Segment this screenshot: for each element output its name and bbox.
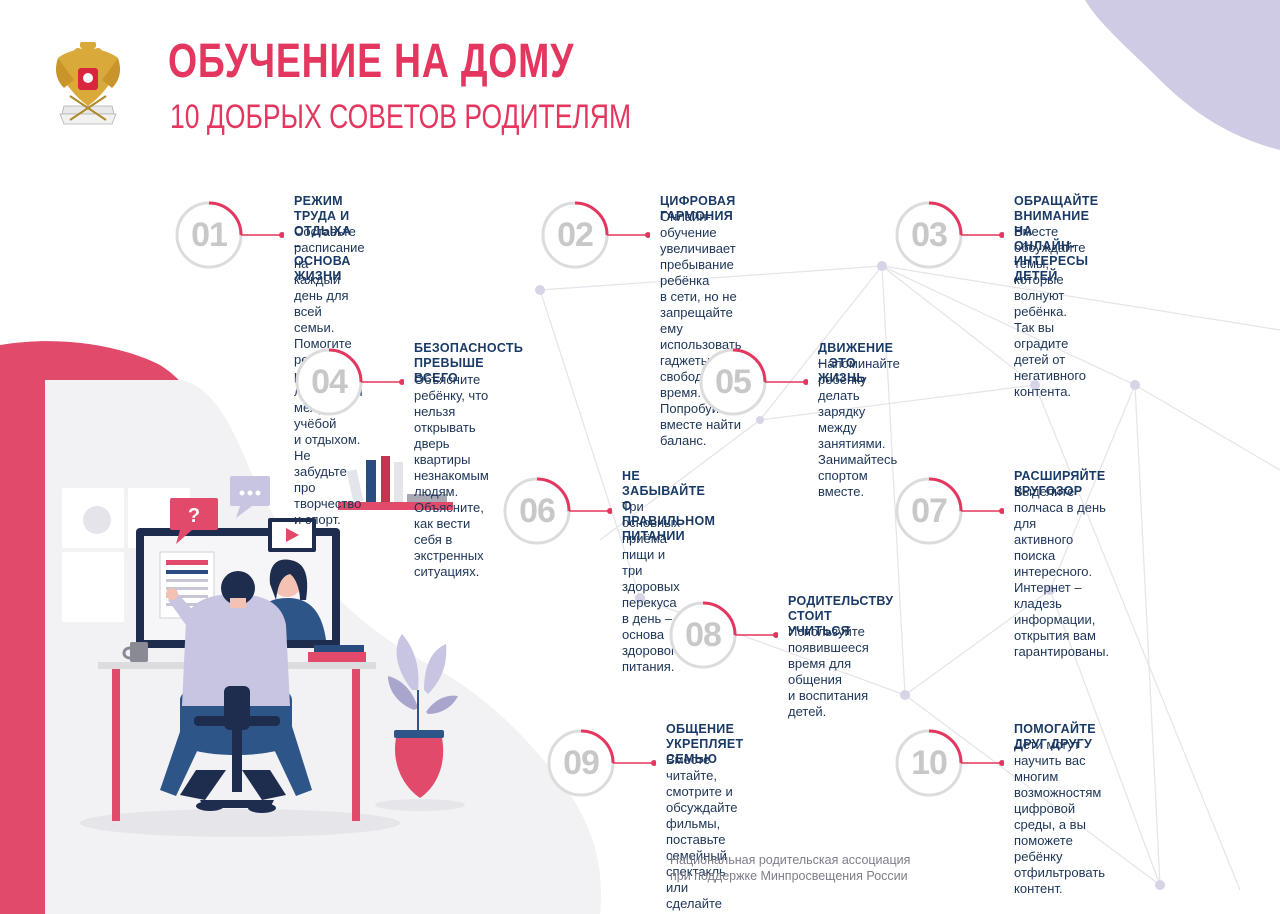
tip-number-badge: 09	[546, 728, 656, 798]
coffee-mug-icon	[122, 642, 148, 662]
tip-title: ПОМОГАЙТЕ ДРУГ ДРУГУ	[1014, 722, 1096, 751]
tip-text: Три основных приёма пищи и три здоровых …	[622, 499, 683, 674]
svg-text:?: ?	[188, 505, 200, 527]
books-shelf	[338, 456, 453, 510]
tip-number-badge: 05	[698, 347, 808, 417]
tip-title: БЕЗОПАСНОСТЬ ПРЕВЫШЕ ВСЕГО	[414, 341, 524, 385]
tip-title: ОБЩЕНИЕ УКРЕПЛЯЕТ СЕМЬЮ	[666, 722, 744, 766]
tip-title: ОБРАЩАЙТЕ ВНИМАНИЕ НА ОНЛАЙН-ИНТЕРЕСЫ ДЕ…	[1014, 194, 1099, 283]
tip-number-badge: 06	[502, 476, 612, 546]
tip-number-badge: 07	[894, 476, 1004, 546]
tip-number-badge: 02	[540, 200, 650, 270]
tip-title: РЕЖИМ ТРУДА И ОТДЫХА – ОСНОВА ЖИЗНИ	[294, 194, 352, 283]
tip-text: Дети могут научить вас многим возможност…	[1014, 737, 1106, 896]
video-play-icon	[268, 518, 316, 552]
tip-title: ЦИФРОВАЯ ГАРМОНИЯ	[660, 194, 736, 223]
tip-number-badge: 03	[894, 200, 1004, 270]
tip-title: РОДИТЕЛЬСТВУ СТОИТ УЧИТЬСЯ	[788, 594, 894, 638]
network-nodes	[535, 261, 1165, 890]
emblem-logo	[56, 42, 120, 125]
footer-credits: Национальная родительская ассоциация при…	[670, 853, 911, 883]
tip-text: Используйте появившееся время для общени…	[788, 624, 869, 719]
potted-plant-icon	[388, 634, 458, 798]
tip-number-badge: 10	[894, 728, 1004, 798]
tip-text: Выделите полчаса в день для активного по…	[1014, 484, 1110, 659]
chat-dots-bubble-icon	[230, 476, 270, 518]
tip-text: Вместе читайте, смотрите и обсуждайте фи…	[666, 752, 738, 914]
lavender-blob	[1085, 0, 1280, 150]
tip-text: Онлайн-обучение увеличивает пребывание р…	[660, 209, 742, 448]
tip-title: НЕ ЗАБЫВАЙТЕ О ПРАВИЛЬНОМ ПИТАНИИ	[622, 469, 716, 543]
page-title: ОБУЧЕНИЕ НА ДОМУ	[168, 35, 575, 88]
tip-number-badge: 04	[294, 347, 404, 417]
question-bubble-icon: ?	[170, 498, 218, 544]
tip-title: РАСШИРЯЙТЕ КРУГОЗОР	[1014, 469, 1106, 498]
tip-text: Вместе обсуждайте темы, которые волнуют …	[1014, 224, 1087, 399]
page-subtitle: 10 ДОБРЫХ СОВЕТОВ РОДИТЕЛЯМ	[170, 98, 632, 136]
person	[160, 571, 312, 813]
tip-title: ДВИЖЕНИЕ – ЭТО ЖИЗНЬ	[818, 341, 894, 385]
tip-number-badge: 01	[174, 200, 284, 270]
tip-text: Объясните ребёнку, что нельзя открывать …	[414, 372, 489, 579]
tip-text: Напоминайте ребёнку делать зарядку между…	[818, 356, 900, 499]
tip-number-badge: 08	[668, 600, 778, 670]
